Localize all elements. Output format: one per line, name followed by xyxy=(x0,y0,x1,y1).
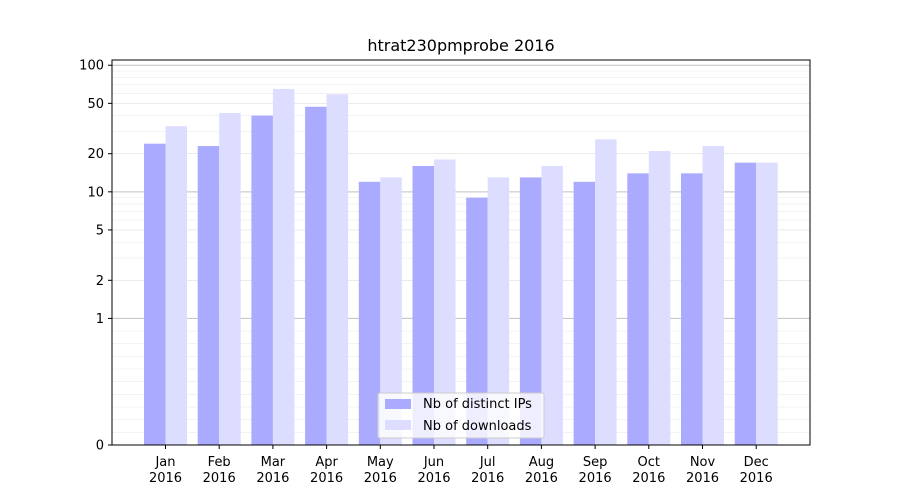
x-tick-label: Jun 2016 xyxy=(417,455,450,486)
chart-title: htrat230pmprobe 2016 xyxy=(367,36,554,55)
bar-distinct-ips xyxy=(734,162,757,445)
legend-label-distinct-ips: Nb of distinct IPs xyxy=(423,397,532,412)
bar-downloads xyxy=(487,177,510,446)
legend-label-downloads: Nb of downloads xyxy=(423,419,532,434)
bar-distinct-ips xyxy=(144,143,166,445)
bar-downloads xyxy=(541,165,563,446)
y-tick-label: 2 xyxy=(96,274,104,289)
x-tick-label: May 2016 xyxy=(364,455,397,486)
bar-downloads xyxy=(648,151,671,445)
legend-box xyxy=(377,392,545,439)
y-tick-label: 1 xyxy=(96,312,104,327)
legend-swatch-distinct-ips xyxy=(385,399,411,409)
bar-downloads xyxy=(326,94,349,446)
bar-distinct-ips xyxy=(412,165,434,446)
bar-downloads xyxy=(219,112,241,446)
y-tick-label: 0 xyxy=(96,439,104,454)
bar-distinct-ips xyxy=(627,173,649,445)
x-tick-label: Jan 2016 xyxy=(149,455,182,486)
bar-downloads xyxy=(595,139,617,445)
x-tick-label: Jul 2016 xyxy=(471,455,504,486)
bars xyxy=(144,88,778,446)
legend: Nb of distinct IPs Nb of downloads xyxy=(377,392,545,439)
bar-downloads xyxy=(272,88,295,445)
x-tick-label: Mar 2016 xyxy=(256,455,289,486)
bar-downloads xyxy=(756,162,778,445)
bar-distinct-ips xyxy=(251,115,273,445)
x-tick-label: Sep 2016 xyxy=(579,455,612,486)
bar-distinct-ips xyxy=(519,177,542,446)
x-tick-label: Nov 2016 xyxy=(686,455,719,486)
bar-distinct-ips xyxy=(573,181,596,445)
x-tick-label: Apr 2016 xyxy=(310,455,343,486)
y-tick-label: 5 xyxy=(96,223,104,238)
y-tick-label: 50 xyxy=(87,97,104,112)
x-tick-label: Oct 2016 xyxy=(632,455,665,486)
bar-downloads xyxy=(702,146,724,445)
legend-swatch-downloads xyxy=(385,420,411,430)
x-tick-label: Feb 2016 xyxy=(203,455,236,486)
bar-distinct-ips xyxy=(358,181,381,445)
y-tick-label: 20 xyxy=(87,147,104,162)
bar-downloads xyxy=(165,126,187,446)
x-tick-label: Aug 2016 xyxy=(525,455,558,486)
bar-downloads xyxy=(380,177,402,446)
y-axis-ticks: 0 1 2 5 10 20 50 100 xyxy=(79,59,112,454)
plot-frame xyxy=(111,59,811,446)
y-tick-label: 10 xyxy=(87,185,104,200)
x-axis-ticks: Jan 2016 Feb 2016 Mar 2016 Apr 2016 May 2016 Jun 20… xyxy=(149,445,773,486)
y-tick-label: 100 xyxy=(79,59,104,74)
bar-distinct-ips xyxy=(681,173,703,445)
x-tick-label: Dec 2016 xyxy=(740,455,773,486)
bar-downloads xyxy=(434,159,456,445)
bar-distinct-ips xyxy=(305,106,327,445)
bar-distinct-ips xyxy=(197,146,220,445)
bar-distinct-ips xyxy=(466,197,488,445)
